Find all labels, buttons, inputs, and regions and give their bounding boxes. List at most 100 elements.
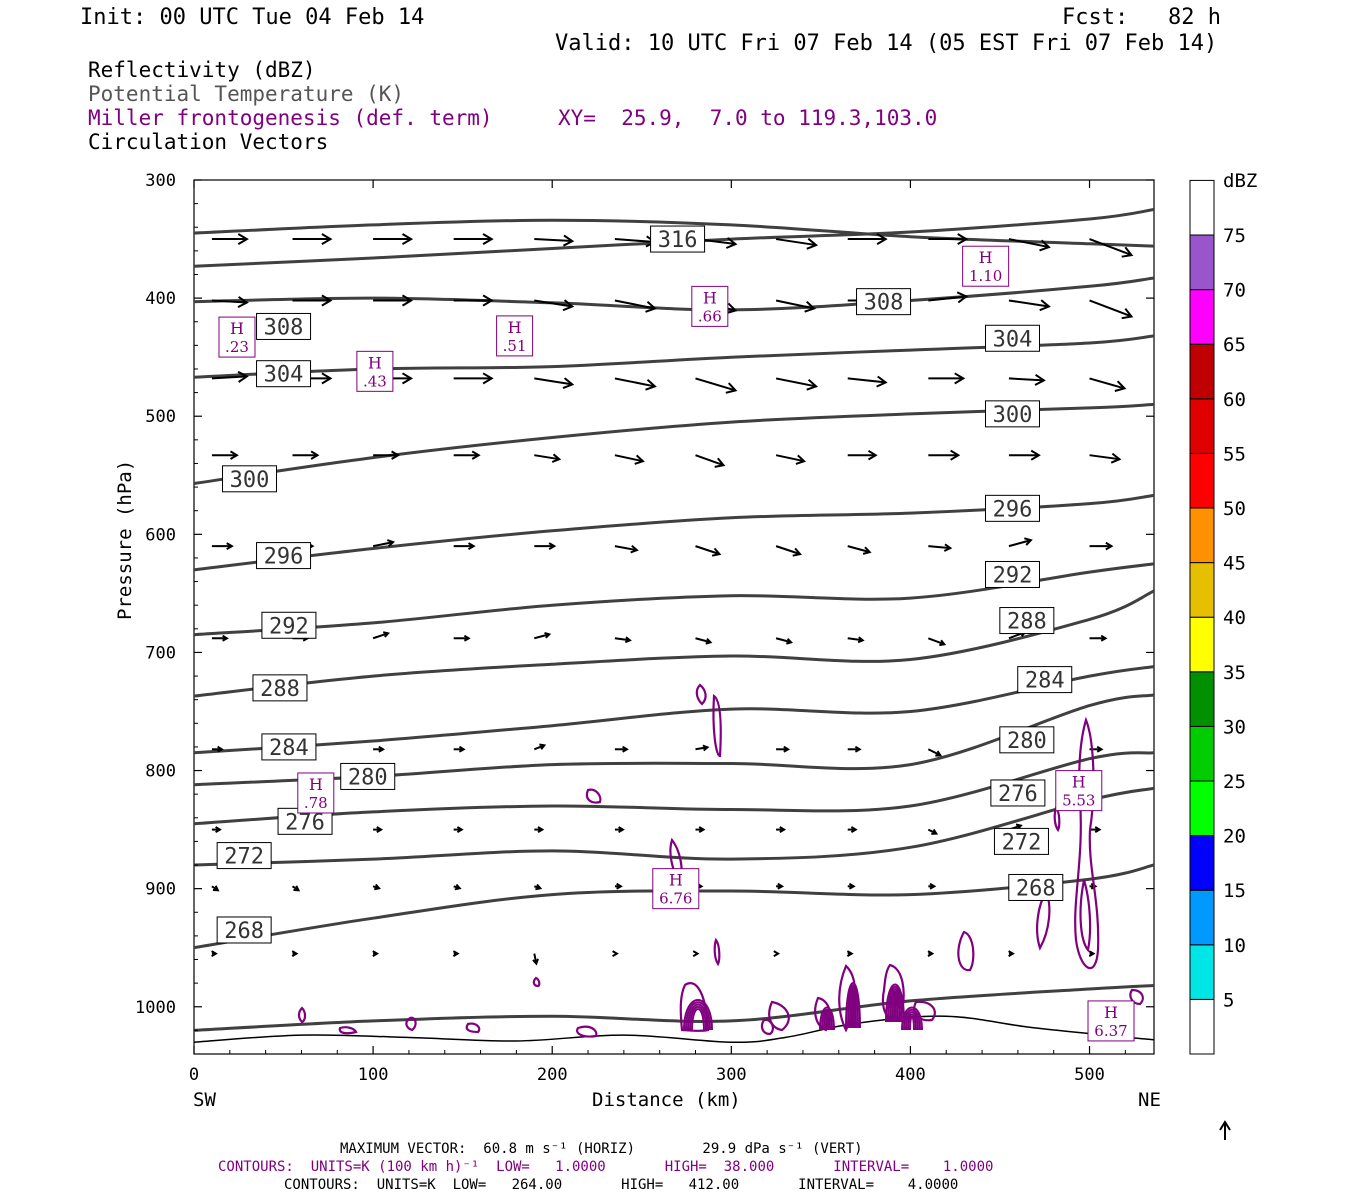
circulation-vector bbox=[773, 950, 781, 958]
legend-reflectivity: Reflectivity (dBZ) bbox=[88, 58, 316, 82]
theta-label-280: 280 bbox=[340, 762, 396, 790]
svg-text:.51: .51 bbox=[503, 337, 527, 355]
frontogenesis-contour bbox=[713, 937, 721, 967]
svg-text:284: 284 bbox=[269, 736, 309, 761]
colorbar-segment bbox=[1189, 562, 1215, 618]
init-time: Init: 00 UTC Tue 04 Feb 14 bbox=[80, 5, 425, 30]
theta-label-300: 300 bbox=[222, 465, 278, 493]
svg-text:292: 292 bbox=[993, 563, 1033, 588]
svg-text:H: H bbox=[230, 319, 244, 338]
colorbar-label: 55 bbox=[1223, 443, 1246, 465]
colorbar-label: 20 bbox=[1223, 826, 1246, 848]
circulation-vector bbox=[612, 950, 619, 958]
svg-text:304: 304 bbox=[993, 327, 1033, 352]
circulation-vector bbox=[1008, 238, 1051, 252]
circulation-vector bbox=[211, 885, 220, 892]
frontogenesis-max-label: H5.53 bbox=[1055, 770, 1103, 812]
circulation-vector bbox=[928, 233, 969, 245]
theta-label-304: 304 bbox=[256, 360, 312, 388]
circulation-vector bbox=[533, 883, 543, 891]
svg-text:.78: .78 bbox=[304, 794, 328, 812]
circulation-vector bbox=[292, 294, 333, 307]
circulation-vector bbox=[373, 745, 386, 753]
svg-text:276: 276 bbox=[285, 810, 325, 835]
frontogenesis-contour bbox=[768, 1000, 790, 1032]
x-tick-label: 100 bbox=[358, 1065, 389, 1085]
frontogenesis-contour bbox=[760, 1018, 774, 1036]
circulation-vector bbox=[534, 542, 557, 551]
circulation-vector bbox=[847, 545, 872, 555]
legend-circulation-vectors: Circulation Vectors bbox=[88, 130, 329, 154]
circulation-vector bbox=[928, 543, 953, 552]
colorbar-segment bbox=[1189, 616, 1215, 673]
colorbar-segment bbox=[1189, 234, 1215, 291]
theta-label-308: 308 bbox=[856, 288, 912, 316]
x-tick-label: 300 bbox=[716, 1065, 747, 1085]
circulation-vector bbox=[372, 950, 380, 958]
frontogenesis-contour bbox=[685, 1001, 711, 1031]
circulation-vector bbox=[614, 544, 639, 554]
y-tick-label: 900 bbox=[145, 880, 176, 900]
theta-contour-300 bbox=[194, 402, 1154, 485]
frontogenesis-contour bbox=[405, 1016, 417, 1032]
frontogenesis-contour bbox=[712, 694, 722, 758]
cross-section-chart: 3163083083043043003002962962922922882882… bbox=[135, 170, 1257, 1140]
circulation-vector bbox=[532, 953, 539, 966]
circulation-vector bbox=[453, 745, 466, 753]
circulation-vector bbox=[927, 828, 939, 835]
circulation-vector bbox=[695, 377, 738, 394]
theta-label-296: 296 bbox=[985, 494, 1041, 522]
circulation-vector bbox=[534, 377, 575, 390]
frontogenesis-contour bbox=[893, 992, 897, 1023]
circulation-vector bbox=[373, 826, 384, 833]
svg-text:280: 280 bbox=[1007, 729, 1047, 754]
x-axis-title: Distance (km) bbox=[592, 1089, 741, 1111]
circulation-vector bbox=[534, 299, 575, 312]
colorbar-segment bbox=[1189, 998, 1215, 1055]
circulation-vector bbox=[453, 372, 494, 385]
colorbar-segment bbox=[1189, 507, 1215, 564]
svg-text:288: 288 bbox=[260, 677, 300, 702]
circulation-vector bbox=[775, 299, 817, 313]
theta-label-300: 300 bbox=[985, 400, 1041, 428]
circulation-vector bbox=[1008, 373, 1046, 386]
circulation-vector bbox=[692, 950, 700, 958]
circulation-vector bbox=[211, 370, 249, 383]
svg-text:268: 268 bbox=[1016, 876, 1056, 901]
circulation-vector bbox=[1089, 541, 1114, 551]
theta-contour-312 bbox=[194, 208, 1154, 268]
svg-text:H: H bbox=[368, 353, 382, 372]
y-tick-label: 600 bbox=[145, 525, 176, 545]
circulation-vector bbox=[453, 450, 481, 460]
svg-text:H: H bbox=[1072, 773, 1086, 792]
x-tick-label: 500 bbox=[1074, 1065, 1105, 1085]
circulation-vector bbox=[211, 450, 239, 460]
circulation-vector bbox=[292, 233, 333, 245]
circulation-vector bbox=[614, 745, 629, 753]
circulation-vector bbox=[211, 826, 222, 833]
plot-frame bbox=[193, 179, 1155, 1055]
frontogenesis-contour bbox=[576, 1025, 598, 1038]
circulation-vector bbox=[1008, 537, 1033, 548]
circulation-vector bbox=[291, 885, 301, 892]
circulation-vector bbox=[453, 542, 476, 551]
frontogenesis-max-label: H.51 bbox=[496, 315, 534, 357]
frontogenesis-contour bbox=[695, 683, 707, 706]
cross-section-endpoints: XY= 25.9, 7.0 to 119.3,103.0 bbox=[558, 106, 938, 130]
colorbar-label: 65 bbox=[1223, 334, 1246, 356]
theta-contour-288 bbox=[194, 589, 1154, 698]
circulation-vector bbox=[847, 450, 878, 461]
circulation-vector bbox=[1088, 950, 1096, 958]
circulation-vector bbox=[776, 882, 785, 890]
circulation-vector bbox=[614, 299, 657, 313]
theta-label-292: 292 bbox=[261, 611, 317, 639]
circulation-vector bbox=[533, 743, 547, 751]
frontogenesis-max-label: H.43 bbox=[356, 350, 394, 392]
frontogenesis-contour bbox=[887, 986, 903, 1023]
colorbar-label: 30 bbox=[1223, 716, 1246, 738]
circulation-vector bbox=[776, 826, 787, 833]
colorbar-segment bbox=[1189, 289, 1215, 345]
svg-text:1.10: 1.10 bbox=[969, 267, 1002, 285]
frontogenesis-contour bbox=[885, 983, 905, 1023]
ne-end-label: NE bbox=[1138, 1089, 1161, 1111]
